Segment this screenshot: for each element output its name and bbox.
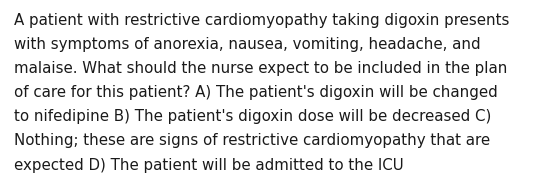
Text: A patient with restrictive cardiomyopathy taking digoxin presents: A patient with restrictive cardiomyopath… (14, 13, 509, 28)
Text: of care for this patient? A) The patient's digoxin will be changed: of care for this patient? A) The patient… (14, 85, 498, 100)
Text: Nothing; these are signs of restrictive cardiomyopathy that are: Nothing; these are signs of restrictive … (14, 133, 490, 149)
Text: expected D) The patient will be admitted to the ICU: expected D) The patient will be admitted… (14, 158, 403, 173)
Text: with symptoms of anorexia, nausea, vomiting, headache, and: with symptoms of anorexia, nausea, vomit… (14, 37, 480, 52)
Text: to nifedipine B) The patient's digoxin dose will be decreased C): to nifedipine B) The patient's digoxin d… (14, 109, 492, 124)
Text: malaise. What should the nurse expect to be included in the plan: malaise. What should the nurse expect to… (14, 61, 507, 76)
